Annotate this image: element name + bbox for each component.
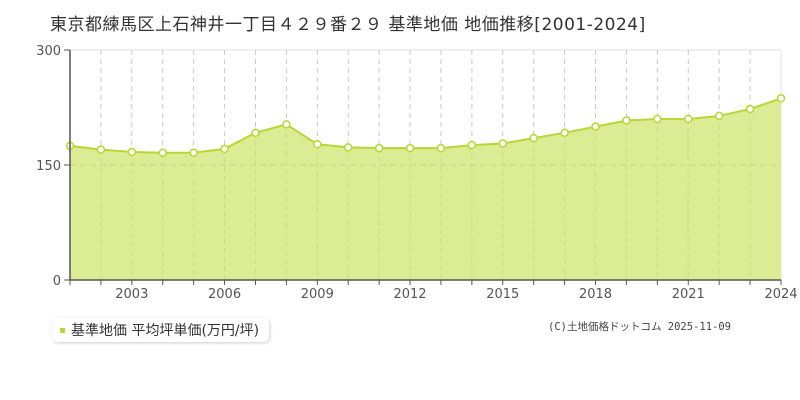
legend-label: 基準地価 平均坪単価(万円/坪)	[71, 323, 260, 339]
svg-text:0: 0	[53, 274, 61, 289]
svg-text:300: 300	[36, 44, 61, 59]
svg-text:2006: 2006	[208, 287, 241, 302]
svg-text:2012: 2012	[393, 287, 426, 302]
series-line	[69, 97, 782, 154]
legend: 基準地価 平均坪単価(万円/坪)	[52, 318, 270, 342]
axes: 0 150 300 2003 2006 2009 2012 2015 2018 2021 2024	[36, 44, 797, 302]
area-fill	[70, 98, 781, 280]
svg-text:2024: 2024	[764, 287, 797, 302]
svg-text:150: 150	[36, 159, 61, 174]
credit-text: (C)土地価格ドットコム 2025-11-09	[548, 321, 732, 333]
svg-text:2015: 2015	[486, 287, 519, 302]
svg-text:2003: 2003	[115, 287, 148, 302]
svg-text:2009: 2009	[301, 287, 334, 302]
svg-text:2018: 2018	[579, 287, 612, 302]
svg-text:2021: 2021	[672, 287, 705, 302]
chart-title: 東京都練馬区上石神井一丁目４２９番２９ 基準地価 地価推移[2001-2024]	[50, 15, 646, 35]
legend-square-icon	[60, 327, 65, 333]
